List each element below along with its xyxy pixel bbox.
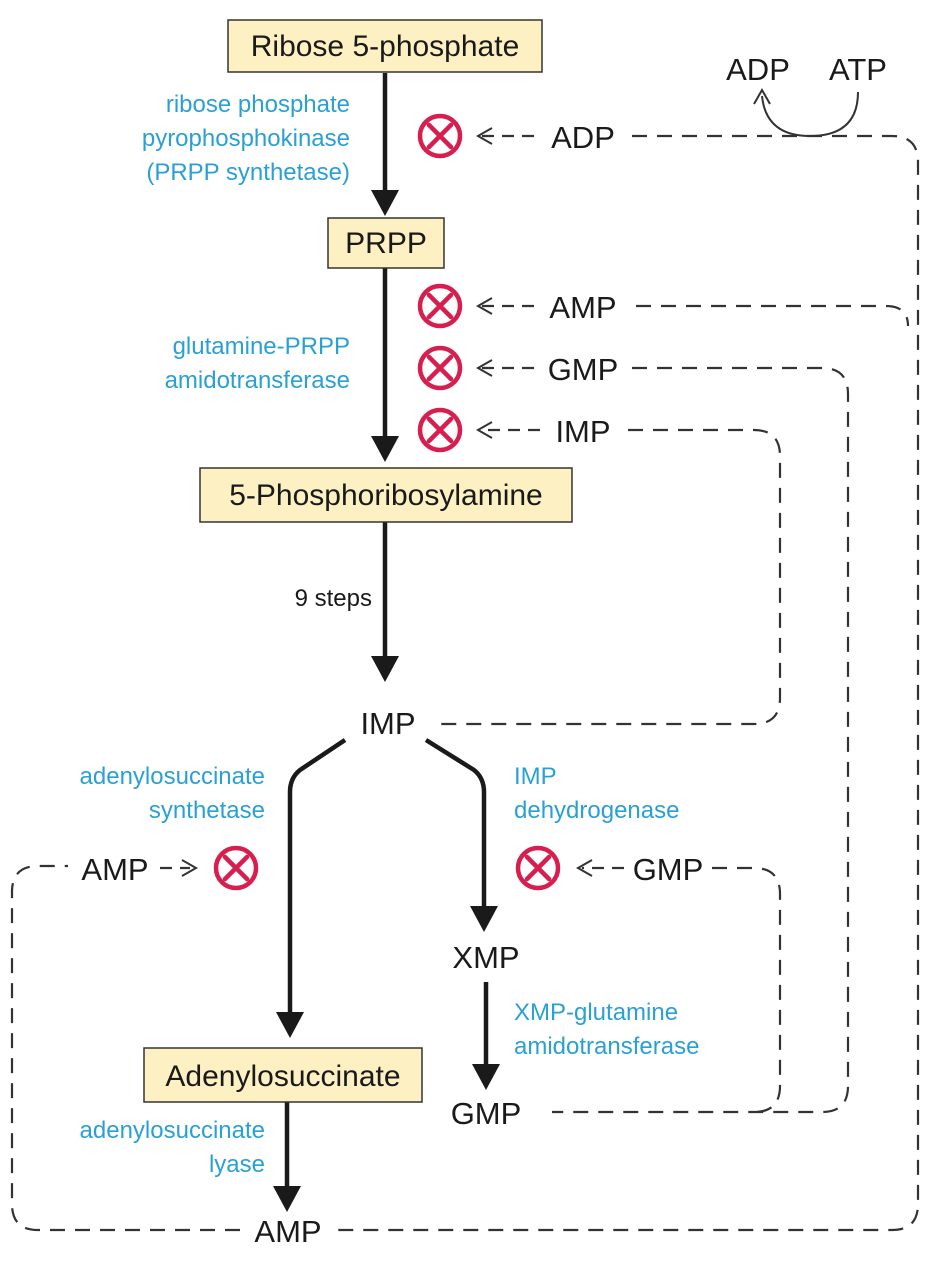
- inhibition-icon-imp: [417, 407, 463, 453]
- svg-text:pyrophosphokinase: pyrophosphokinase: [142, 125, 350, 152]
- node-imp: IMP: [360, 706, 415, 741]
- node-xmp: XMP: [452, 940, 519, 975]
- svg-text:IMP: IMP: [514, 763, 557, 790]
- svg-text:synthetase: synthetase: [149, 797, 265, 824]
- inhibitor-imp-label: IMP: [555, 414, 610, 449]
- inhibition-icon-adp: [417, 113, 463, 159]
- inhibition-icon-amp-branch: [213, 845, 259, 891]
- node-ribose-5-phosphate: Ribose 5-phosphate: [227, 19, 543, 73]
- node-5-phosphoribosylamine: 5-Phosphoribosylamine: [199, 467, 573, 523]
- feedback-lines: [10, 127, 920, 1232]
- svg-text:lyase: lyase: [209, 1151, 265, 1178]
- node-amp: AMP: [254, 1214, 321, 1249]
- energy-atp-label: ATP: [829, 52, 887, 87]
- steps-label: 9 steps: [295, 585, 372, 612]
- svg-text:glutamine-PRPP: glutamine-PRPP: [173, 333, 350, 360]
- svg-text:dehydrogenase: dehydrogenase: [514, 797, 679, 824]
- svg-text:amidotransferase: amidotransferase: [165, 367, 350, 394]
- enzyme-adenylosuccinate-lyase: adenylosuccinate lyase: [80, 1117, 265, 1178]
- svg-text:adenylosuccinate: adenylosuccinate: [80, 763, 265, 790]
- svg-text:(PRPP synthetase): (PRPP synthetase): [146, 159, 350, 186]
- inhibitor-gmp-label: GMP: [548, 352, 619, 387]
- node-prpp: PRPP: [327, 217, 445, 269]
- enzyme-imp-dehydrogenase: IMP dehydrogenase: [514, 763, 679, 824]
- node-adenylosuccinate: Adenylosuccinate: [143, 1047, 423, 1103]
- enzyme-prpp-synthetase: ribose phosphate pyrophosphokinase (PRPP…: [142, 91, 350, 186]
- inhibitor-gmp-branch-label: GMP: [633, 852, 704, 887]
- svg-text:XMP-glutamine: XMP-glutamine: [514, 999, 678, 1026]
- svg-text:amidotransferase: amidotransferase: [514, 1033, 699, 1060]
- svg-text:Adenylosuccinate: Adenylosuccinate: [165, 1060, 400, 1093]
- svg-text:5-Phosphoribosylamine: 5-Phosphoribosylamine: [229, 479, 543, 512]
- svg-text:PRPP: PRPP: [345, 227, 427, 260]
- inhibition-icon-amp: [417, 283, 463, 329]
- inhibition-icon-gmp-branch: [515, 845, 561, 891]
- enzyme-xmp-glutamine-amidotransferase: XMP-glutamine amidotransferase: [514, 999, 699, 1060]
- node-gmp: GMP: [451, 1096, 522, 1131]
- inhibitor-amp-label: AMP: [549, 290, 616, 325]
- energy-adp-label: ADP: [726, 52, 790, 87]
- inhibition-icon-gmp: [417, 345, 463, 391]
- inhibitor-adp-label: ADP: [551, 120, 615, 155]
- enzyme-adenylosuccinate-synthetase: adenylosuccinate synthetase: [80, 763, 265, 824]
- main-pathway-arrows: [273, 73, 500, 1212]
- inhibitor-amp-branch-label: AMP: [81, 852, 148, 887]
- atp-adp-conversion: [753, 87, 859, 138]
- svg-text:ribose phosphate: ribose phosphate: [166, 91, 350, 118]
- svg-text:Ribose 5-phosphate: Ribose 5-phosphate: [251, 30, 520, 63]
- enzyme-glutamine-prpp-amidotransferase: glutamine-PRPP amidotransferase: [165, 333, 350, 394]
- svg-text:adenylosuccinate: adenylosuccinate: [80, 1117, 265, 1144]
